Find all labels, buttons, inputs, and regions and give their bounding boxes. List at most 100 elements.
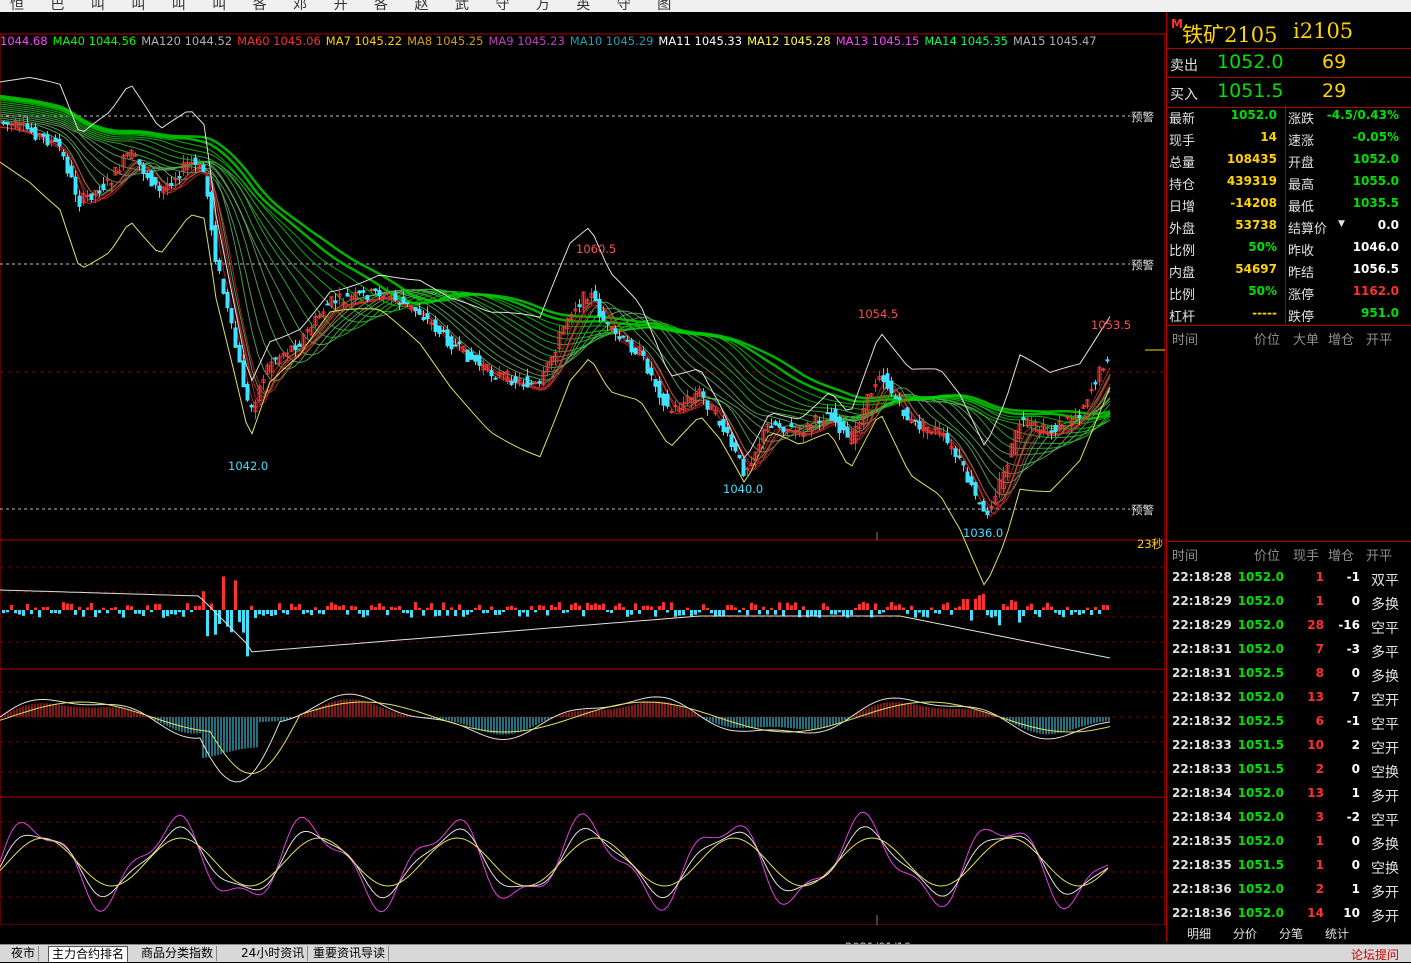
tick-row[interactable]: 22:18:36 1052.0 14 10 多开 <box>1167 901 1411 925</box>
quote-row: 最新 1052.0 涨跌 -4.5/0.43% <box>1167 105 1411 127</box>
volume-bar <box>506 606 509 610</box>
forum-link[interactable]: 论坛提问 <box>1350 948 1399 962</box>
detail-tab[interactable]: 明细 <box>1187 927 1212 941</box>
volume-bar <box>1086 607 1089 610</box>
candle <box>865 393 870 415</box>
kline-chart-area[interactable]: 1044.68 MA40 1044.56 MA120 1044.52 MA60 104… <box>0 12 1166 954</box>
ma-legend-item: MA14 1045.35 <box>924 34 1008 48</box>
candle <box>421 317 426 321</box>
detail-tab[interactable]: 分价 <box>1233 927 1258 941</box>
volume-bar <box>798 610 801 618</box>
quote-value: 1162.0 <box>1352 284 1399 298</box>
bottom-tab[interactable]: 主力合约排名 <box>48 946 129 962</box>
candle <box>93 190 98 196</box>
volume-bar <box>838 610 841 613</box>
candle <box>769 425 774 429</box>
volume-bar <box>790 605 793 610</box>
tick-time: 22:18:33 <box>1172 738 1232 752</box>
tick-row[interactable]: 22:18:33 1051.5 2 0 空换 <box>1167 757 1411 781</box>
candle <box>41 133 46 137</box>
tick-time: 22:18:36 <box>1172 882 1232 896</box>
volume-bar <box>622 607 625 610</box>
volume-bar <box>654 610 657 617</box>
candle <box>1045 431 1050 435</box>
bottom-tab[interactable]: 24小时资讯 <box>238 946 309 961</box>
candle <box>1089 388 1094 392</box>
volume-bar <box>986 610 989 616</box>
tick-row[interactable]: 22:18:33 1051.5 10 2 空开 <box>1167 733 1411 757</box>
candle <box>1 121 6 125</box>
tick-row[interactable]: 22:18:31 1052.0 7 -3 多平 <box>1167 637 1411 661</box>
tick-row[interactable]: 22:18:29 1052.0 28 -16 空平 <box>1167 613 1411 637</box>
ask-row[interactable]: 卖出 1052.0 69 <box>1167 48 1411 78</box>
candle <box>205 176 210 197</box>
tick-time: 22:18:32 <box>1172 714 1232 728</box>
quote-label: 跌停 <box>1288 310 1315 325</box>
volume-bar <box>890 602 893 610</box>
candle <box>253 401 258 413</box>
candle <box>721 418 726 432</box>
candle <box>977 502 982 505</box>
volume-bar <box>570 604 573 610</box>
volume-bar <box>98 610 101 614</box>
tick-volume: 2 <box>1315 882 1324 896</box>
volume-bar <box>466 610 469 615</box>
chevron-down-icon[interactable]: ▼ <box>1338 219 1345 229</box>
tick-time: 22:18:31 <box>1172 666 1232 680</box>
volume-bar <box>722 610 725 617</box>
candle <box>53 137 58 142</box>
bottom-tab[interactable]: 夜市 <box>8 946 40 961</box>
kline-chart-canvas[interactable] <box>0 12 1166 925</box>
tick-row[interactable]: 22:18:29 1052.0 1 0 多换 <box>1167 589 1411 613</box>
candle <box>209 191 214 231</box>
bottom-tab[interactable]: 重要资讯导读 <box>310 946 390 961</box>
volume-bar <box>450 607 453 610</box>
tick-open-close: 多换 <box>1371 837 1399 853</box>
volume-bar <box>94 610 97 618</box>
tick-row[interactable]: 22:18:32 1052.0 13 7 空开 <box>1167 685 1411 709</box>
candle <box>949 445 954 450</box>
top-toolbar-strip[interactable]: 恒 巴 叫 叫 叫 叫 各 邓 开 各 赵 武 守 万 英 守 图 <box>0 0 1411 12</box>
tick-row[interactable]: 22:18:34 1052.0 3 -2 空平 <box>1167 805 1411 829</box>
volume-bar <box>102 607 105 610</box>
volume-bar <box>494 610 497 616</box>
candle <box>889 380 894 394</box>
volume-bar <box>1106 605 1109 610</box>
quote-value: 1052.0 <box>1230 108 1277 122</box>
tick-row[interactable]: 22:18:34 1052.0 13 1 多开 <box>1167 781 1411 805</box>
tick-row[interactable]: 22:18:28 1052.0 1 -1 双平 <box>1167 565 1411 589</box>
bottom-tab-bar: 论坛提问 夜市 主力合约排名 商品分类指数 24小时资讯 重要资讯导读 <box>0 944 1411 962</box>
tick-time: 22:18:33 <box>1172 762 1232 776</box>
tick-row[interactable]: 22:18:31 1052.5 8 0 多换 <box>1167 661 1411 685</box>
volume-bar <box>234 580 237 610</box>
volume-bar <box>918 610 921 613</box>
volume-bar <box>574 602 577 610</box>
detail-tab[interactable]: 统计 <box>1325 927 1350 941</box>
bottom-tab[interactable]: 商品分类指数 <box>138 946 218 961</box>
tick-row[interactable]: 22:18:35 1052.0 1 0 多换 <box>1167 829 1411 853</box>
tick-row[interactable]: 22:18:32 1052.5 6 -1 空平 <box>1167 709 1411 733</box>
tick-price: 1052.0 <box>1237 642 1284 656</box>
ma-legend-item: MA11 1045.33 <box>658 34 743 48</box>
tick-row[interactable]: 22:18:36 1052.0 2 1 多开 <box>1167 877 1411 901</box>
tick-price-header: 价位 <box>1254 549 1281 564</box>
tick-price: 1052.0 <box>1237 882 1284 896</box>
candle <box>133 154 138 157</box>
bid-row[interactable]: 买入 1051.5 29 <box>1167 77 1411 108</box>
candle <box>349 295 354 301</box>
volume-bar <box>618 603 621 610</box>
candle <box>1069 418 1074 427</box>
candle <box>157 185 162 192</box>
tick-price: 1052.0 <box>1237 810 1284 824</box>
candle <box>33 126 38 140</box>
volume-bar <box>1074 610 1077 613</box>
quote-value: 1052.0 <box>1352 152 1399 166</box>
volume-bar <box>882 610 885 613</box>
candle <box>397 302 402 305</box>
candle <box>585 299 590 305</box>
low-label-1: 1042.0 <box>228 459 269 473</box>
candle <box>809 424 814 432</box>
volume-bar <box>534 610 537 613</box>
detail-tab[interactable]: 分笔 <box>1279 927 1304 941</box>
tick-row[interactable]: 22:18:35 1051.5 1 0 空换 <box>1167 853 1411 877</box>
